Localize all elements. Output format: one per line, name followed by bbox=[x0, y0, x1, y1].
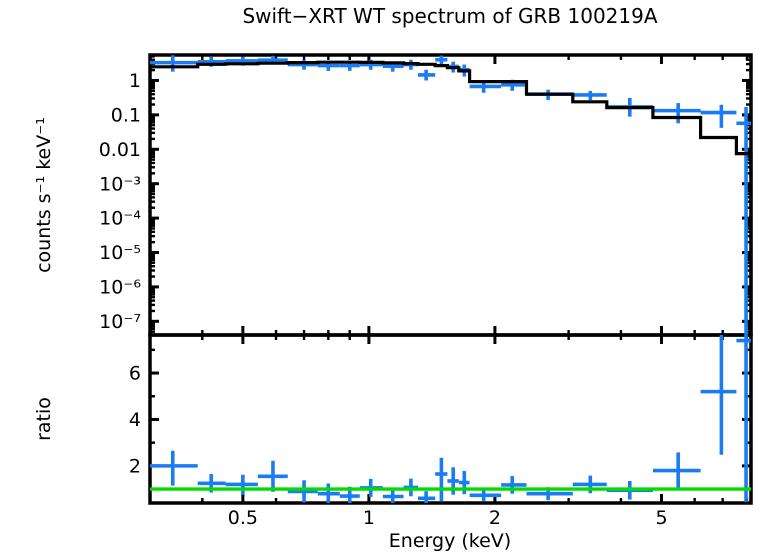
model-step-line bbox=[150, 60, 753, 335]
y-axis-label-ratio: ratio bbox=[33, 397, 55, 441]
panel-frame-ratio bbox=[148, 333, 753, 505]
y-tick-label: 4 bbox=[129, 409, 141, 431]
y-tick-label: 2 bbox=[129, 456, 141, 478]
y-tick-label: 0.1 bbox=[111, 105, 141, 127]
panel-frame-spectrum bbox=[148, 53, 753, 337]
y-tick-label: 10⁻³ bbox=[99, 173, 141, 195]
y-axis-label-counts: counts s⁻¹ keV⁻¹ bbox=[33, 117, 55, 273]
axis-tick-labels: 0.5 1 2 5 1 0.1 0.01 10⁻³ 10⁻⁴ 10⁻⁵ 10⁻⁶ 10⁻⁷ 2 4 6 bbox=[99, 70, 668, 529]
plot-title: Swift−XRT WT spectrum of GRB 100219A bbox=[242, 4, 657, 28]
x-tick-label: 0.5 bbox=[228, 507, 258, 529]
y-tick-label: 10⁻⁶ bbox=[99, 277, 141, 299]
x-tick-label: 5 bbox=[655, 507, 667, 529]
x-tick-label: 1 bbox=[363, 507, 375, 529]
panel-frames bbox=[148, 53, 753, 505]
y-tick-label: 1 bbox=[129, 70, 141, 92]
y-tick-label: 10⁻⁷ bbox=[99, 311, 141, 333]
axis-ticks bbox=[150, 55, 751, 503]
x-tick-label: 2 bbox=[489, 507, 501, 529]
y-tick-label: 10⁻⁵ bbox=[99, 242, 141, 264]
y-tick-label: 6 bbox=[129, 363, 141, 385]
x-axis-label: Energy (keV) bbox=[389, 530, 511, 552]
y-tick-label: 0.01 bbox=[99, 139, 141, 161]
spectrum-data-layer bbox=[150, 55, 751, 335]
model-layer bbox=[150, 60, 753, 335]
ratio-data-layer bbox=[150, 335, 751, 503]
y-tick-label: 10⁻⁴ bbox=[99, 208, 141, 230]
